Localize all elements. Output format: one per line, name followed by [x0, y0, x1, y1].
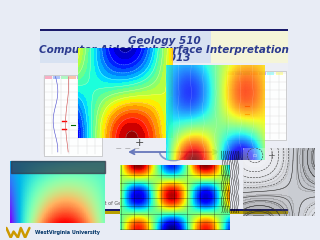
Bar	[93, 76, 100, 79]
Bar	[40, 31, 211, 63]
Bar	[243, 72, 250, 75]
Bar	[268, 72, 275, 75]
Bar	[77, 76, 84, 79]
Bar	[211, 31, 288, 63]
Bar	[40, 209, 288, 210]
Bar	[259, 72, 266, 75]
Bar	[85, 76, 92, 79]
Text: —  —  —: — — —	[116, 146, 139, 151]
Bar	[226, 71, 286, 140]
Bar	[251, 72, 258, 75]
Text: +: +	[134, 138, 144, 148]
Bar	[69, 76, 76, 79]
Text: +: +	[267, 151, 275, 161]
Text: Computer Aided Subsurface Interpretation: Computer Aided Subsurface Interpretation	[39, 45, 289, 54]
Bar	[40, 63, 288, 198]
Bar	[53, 76, 60, 79]
Bar	[40, 198, 288, 214]
Text: Fall 2013: Fall 2013	[138, 53, 190, 63]
Bar	[227, 72, 234, 75]
Bar	[235, 72, 242, 75]
Bar	[276, 72, 283, 75]
Bar	[40, 210, 288, 214]
Bar	[45, 76, 52, 79]
Text: Tom Wilson, Department of Geology and Geography: Tom Wilson, Department of Geology and Ge…	[46, 201, 174, 206]
Bar	[61, 76, 68, 79]
Bar	[44, 75, 102, 156]
Bar	[40, 29, 288, 31]
Text: WestVirginia University: WestVirginia University	[35, 230, 100, 235]
Text: Geology 510: Geology 510	[128, 36, 200, 46]
